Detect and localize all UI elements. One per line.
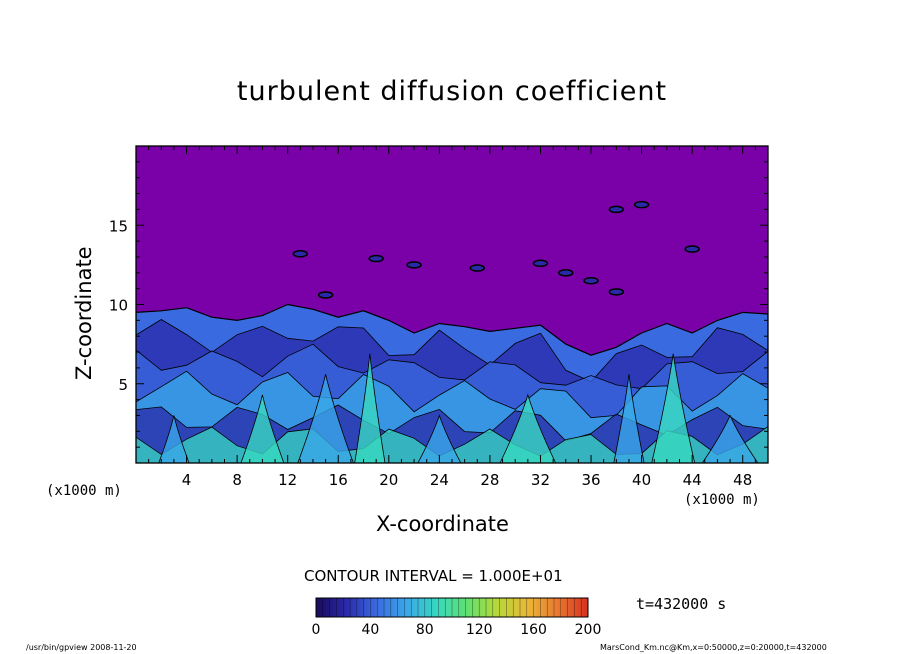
chart-title: turbulent diffusion coefficient	[236, 76, 668, 107]
colorbar-tick-label: 80	[416, 622, 434, 638]
x-tick-label: 44	[683, 471, 702, 489]
x-tick-label: 12	[278, 471, 297, 489]
turbulent-patch	[608, 288, 625, 296]
plume	[499, 393, 557, 463]
plume	[651, 353, 696, 463]
plume	[701, 414, 759, 463]
colorbar-tick-label: 0	[312, 622, 321, 638]
x-tick-label: 32	[531, 471, 550, 489]
colorbar-tick-label: 160	[520, 622, 547, 638]
plume	[158, 415, 190, 463]
turbulent-patch	[368, 254, 384, 263]
turbulent-patch	[633, 200, 650, 209]
x-unit-label-left: (x1000 m)	[46, 483, 122, 499]
colorbar-tick-label: 200	[575, 622, 602, 638]
turbulent-patch	[406, 261, 422, 269]
contour-interval-label: CONTOUR INTERVAL = 1.000E+01	[304, 567, 563, 585]
turbulent-patch	[469, 264, 486, 272]
plume	[354, 353, 386, 463]
x-tick-label: 24	[430, 471, 449, 489]
time-label: t=432000 s	[636, 595, 727, 613]
colorbar-tick-label: 40	[361, 622, 379, 638]
y-axis-label: Z-coordinate	[72, 246, 96, 380]
x-tick-label: 4	[182, 471, 192, 489]
plume	[613, 374, 645, 463]
footer-left: /usr/bin/gpview 2008-11-20	[26, 643, 137, 652]
plume	[240, 394, 285, 463]
x-tick-label: 16	[329, 471, 348, 489]
x-tick-label: 20	[379, 471, 398, 489]
colorbar-tick-label: 120	[466, 622, 493, 638]
contour-band	[136, 426, 768, 463]
y-tick-label: 15	[109, 217, 128, 235]
plume	[417, 414, 462, 463]
turbulent-patch	[684, 245, 700, 253]
x-tick-label: 28	[480, 471, 499, 489]
x-tick-label: 8	[232, 471, 242, 489]
turbulent-patch	[532, 259, 549, 268]
x-unit-label-right: (x1000 m)	[684, 492, 760, 508]
x-tick-label: 36	[581, 471, 600, 489]
y-tick-label: 5	[118, 376, 128, 394]
colorbar: 0 40 80 120 160 200	[312, 597, 602, 638]
turbulent-patch	[583, 276, 599, 285]
turbulent-patch	[608, 205, 625, 214]
x-tick-label: 40	[632, 471, 651, 489]
turbulent-patch	[558, 269, 574, 277]
plot-area	[136, 146, 768, 463]
x-axis-label: X-coordinate	[376, 512, 509, 536]
x-tick-label: 48	[733, 471, 752, 489]
footer-right: MarsCond_Km.nc@Km,x=0:50000,z=0:20000,t=…	[600, 643, 827, 652]
plume	[297, 374, 354, 463]
turbulent-patch	[317, 291, 334, 299]
turbulent-patch	[292, 250, 309, 258]
y-tick-label: 10	[109, 297, 128, 315]
